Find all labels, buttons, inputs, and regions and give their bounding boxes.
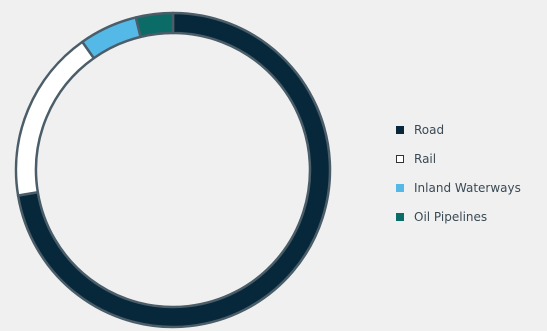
slice-rail[interactable] — [14, 40, 96, 197]
legend-label-rail: Rail — [414, 152, 437, 166]
slice-inland-waterways[interactable] — [81, 16, 142, 60]
donut-slices — [14, 11, 332, 329]
legend: Road Rail Inland Waterways Oil Pipelines — [396, 120, 546, 236]
legend-label-inland-waterways: Inland Waterways — [414, 181, 521, 195]
slice-road[interactable] — [16, 11, 332, 329]
legend-item-rail[interactable]: Rail — [396, 149, 546, 169]
legend-item-inland-waterways[interactable]: Inland Waterways — [396, 178, 546, 198]
legend-swatch-rail — [396, 155, 404, 163]
legend-swatch-oil-pipelines — [396, 213, 404, 221]
legend-swatch-inland-waterways — [396, 184, 404, 192]
legend-item-road[interactable]: Road — [396, 120, 546, 140]
slice-oil-pipelines[interactable] — [134, 11, 175, 39]
legend-swatch-road — [396, 126, 404, 134]
legend-label-oil-pipelines: Oil Pipelines — [414, 210, 488, 224]
legend-item-oil-pipelines[interactable]: Oil Pipelines — [396, 207, 546, 227]
legend-label-road: Road — [414, 123, 445, 137]
